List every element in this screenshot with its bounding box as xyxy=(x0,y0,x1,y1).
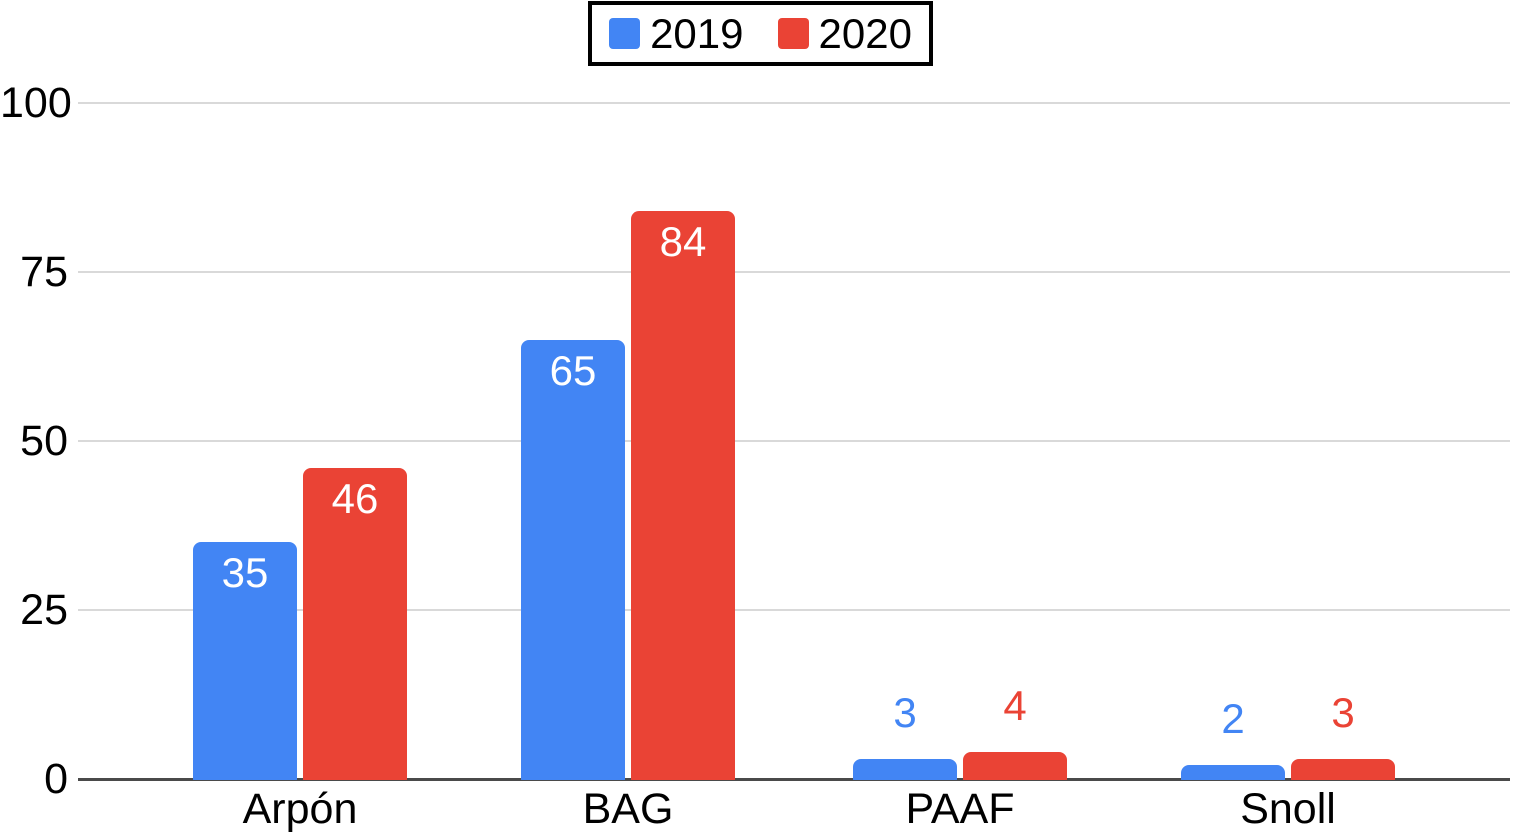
bar-2019-Snoll xyxy=(1181,765,1285,780)
bar-value-2020-Snoll: 3 xyxy=(1331,689,1355,736)
bar-value-2020-PAAF: 4 xyxy=(1003,682,1027,729)
x-category-label-Snoll: Snoll xyxy=(1240,785,1336,833)
bar-2020-Snoll xyxy=(1291,759,1395,780)
legend-label-2019: 2019 xyxy=(650,9,744,57)
y-tick-label-0: 0 xyxy=(44,755,68,803)
x-axis-baseline xyxy=(78,778,1510,781)
y-tick-label-100: 100 xyxy=(0,79,72,127)
bar-value-2019-Snoll: 2 xyxy=(1221,695,1245,742)
gridline-50 xyxy=(78,440,1510,442)
bar-2020-PAAF xyxy=(963,752,1067,780)
legend-item-2019: 2019 xyxy=(609,9,744,57)
legend-item-2020: 2020 xyxy=(777,9,912,57)
y-tick-label-50: 50 xyxy=(20,417,68,465)
gridline-75 xyxy=(78,271,1510,273)
chart-legend: 2019 2020 xyxy=(588,1,933,66)
bar-2019-BAG xyxy=(521,340,625,780)
legend-swatch-2020-icon xyxy=(777,18,809,49)
bar-value-2020-Arpón: 46 xyxy=(331,475,379,522)
x-category-label-BAG: BAG xyxy=(582,785,674,833)
bar-2020-Arpón xyxy=(303,468,407,780)
bar-2020-BAG xyxy=(631,211,735,780)
legend-label-2020: 2020 xyxy=(818,9,912,57)
bar-value-2020-BAG: 84 xyxy=(659,218,707,265)
y-tick-label-25: 25 xyxy=(20,586,68,634)
legend-swatch-2019-icon xyxy=(609,18,641,49)
gridline-25 xyxy=(78,609,1510,611)
gridline-100 xyxy=(78,102,1510,104)
bar-value-2019-Arpón: 35 xyxy=(221,549,269,596)
bar-value-2019-BAG: 65 xyxy=(549,347,597,394)
bar-2019-Arpón xyxy=(193,542,297,780)
x-category-label-PAAF: PAAF xyxy=(905,785,1015,833)
x-category-label-Arpón: Arpón xyxy=(242,785,358,833)
bar-value-2019-PAAF: 3 xyxy=(893,689,917,736)
y-tick-label-75: 75 xyxy=(20,248,68,296)
bar-2019-PAAF xyxy=(853,759,957,780)
